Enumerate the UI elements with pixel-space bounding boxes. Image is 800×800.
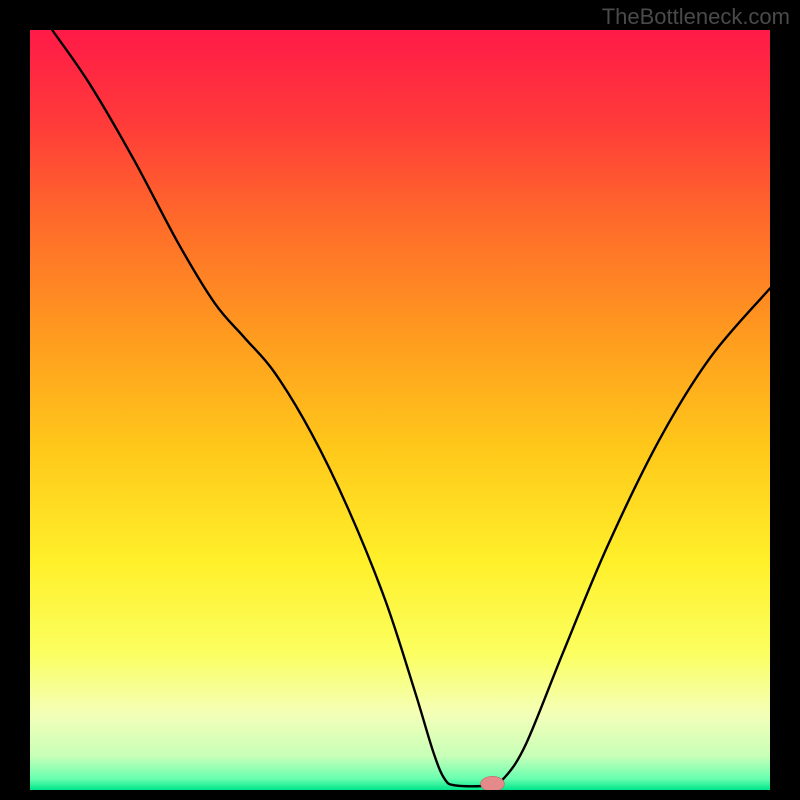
chart-frame: TheBottleneck.com bbox=[0, 0, 800, 800]
optimal-marker bbox=[481, 776, 505, 791]
plot-background bbox=[30, 30, 770, 790]
watermark-text: TheBottleneck.com bbox=[602, 4, 790, 30]
bottleneck-chart bbox=[0, 0, 800, 800]
